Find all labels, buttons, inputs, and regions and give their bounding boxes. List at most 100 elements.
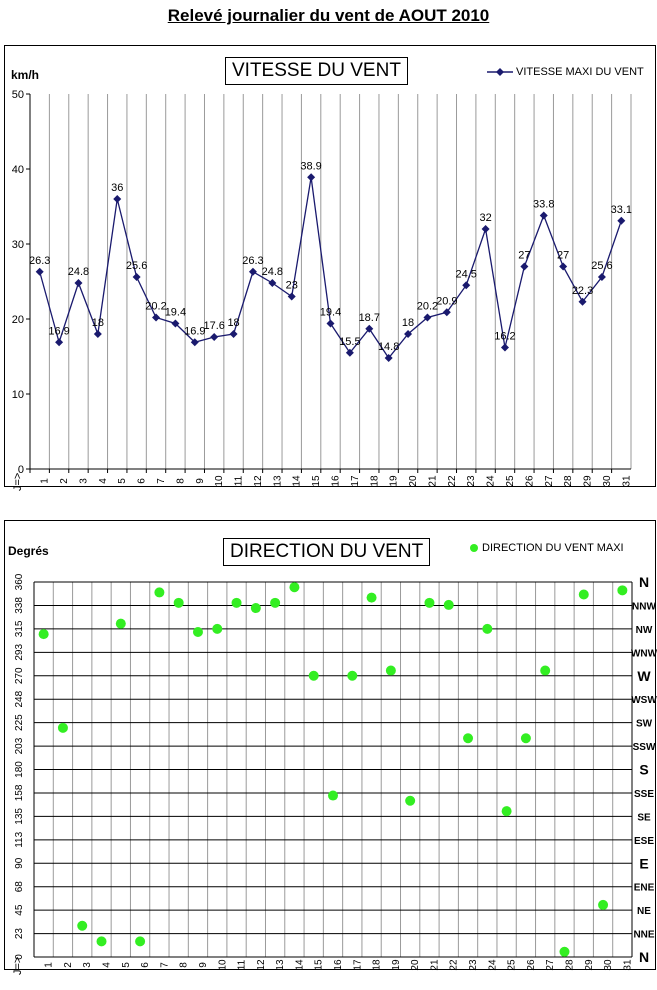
direction-compass-label: WNW [631,648,657,659]
speed-x-tick-label: 17 [350,475,361,487]
speed-x-tick-label: 14 [292,475,303,487]
speed-x-tick-label: 22 [447,475,458,487]
speed-x-tick-label: 21 [427,475,438,487]
speed-x-axis-label: J=> [12,473,24,491]
direction-compass-label: WSW [631,695,657,706]
speed-x-tick-label: 4 [98,478,109,484]
speed-legend-marker [487,68,513,76]
speed-data-label: 25.6 [126,260,147,272]
direction-x-axis-label: J=> [12,957,24,975]
speed-legend-label: VITESSE MAXI DU VENT [516,66,644,78]
direction-x-tick-label: 19 [391,959,402,971]
speed-data-label: 33.8 [533,199,554,211]
direction-compass-label: W [637,668,651,684]
page-title: Relevé journalier du vent de AOUT 2010 [167,6,490,25]
speed-x-tick-label: 1 [40,478,51,484]
speed-x-tick-label: 19 [389,475,400,487]
direction-data-point [366,592,377,603]
speed-data-point [520,262,529,271]
direction-legend: DIRECTION DU VENT MAXI [469,542,624,554]
direction-data-point [385,665,396,676]
direction-x-tick-label: 11 [237,959,248,970]
direction-data-point [212,623,223,634]
direction-x-tick-label: 2 [63,962,74,968]
speed-x-tick-label: 23 [466,475,477,487]
direction-compass-label: N [639,949,649,965]
direction-x-tick-label: 25 [507,959,518,971]
speed-data-label: 36 [111,182,123,194]
direction-x-tick-label: 5 [121,962,132,968]
direction-x-tick-label: 15 [314,959,325,971]
direction-x-tick-label: 13 [275,959,286,971]
speed-x-tick-label: 15 [311,475,322,487]
direction-x-tick-label: 12 [256,959,267,971]
direction-y-tick-label: 158 [14,784,25,801]
speed-x-tick-label: 18 [369,475,380,487]
speed-data-label: 20.2 [145,301,166,313]
speed-x-tick-label: 3 [78,478,89,484]
direction-x-tick-label: 6 [140,962,151,968]
direction-x-tick-label: 31 [622,959,633,971]
speed-data-point [404,330,413,338]
direction-data-point [347,670,358,681]
speed-x-tick-label: 7 [156,478,167,484]
direction-data-point [57,722,68,733]
speed-x-tick-label: 27 [544,475,555,487]
direction-compass-label: NNE [633,930,654,941]
direction-x-tick-label: 23 [468,959,479,971]
speed-data-point [481,225,490,233]
speed-x-tick-label: 2 [59,478,70,484]
speed-data-label: 16.9 [48,325,69,337]
direction-y-tick-label: 248 [14,690,25,707]
speed-data-label: 27 [518,250,530,262]
speed-data-point [307,173,316,182]
speed-data-label: 20.9 [436,295,457,307]
direction-compass-label: NE [637,906,651,917]
speed-data-point [190,338,199,347]
speed-data-label: 38.9 [300,160,321,172]
direction-data-point [96,936,107,947]
speed-data-label: 23 [286,280,298,292]
direction-data-point [173,597,184,608]
direction-data-point [598,899,609,910]
speed-data-point [384,354,393,362]
speed-data-label: 24.8 [68,266,89,278]
speed-data-label: 24.8 [262,266,283,278]
direction-y-tick-label: 293 [14,644,25,661]
speed-data-point [93,330,102,338]
speed-x-tick-label: 13 [272,475,283,487]
direction-compass-label: ESE [634,836,654,847]
direction-y-tick-label: 135 [14,808,25,825]
direction-compass-label: ENE [634,883,655,894]
direction-y-tick-label: 90 [14,857,25,869]
speed-x-tick-label: 6 [137,478,148,484]
direction-x-tick-label: 9 [198,962,209,968]
speed-x-tick-label: 12 [253,475,264,487]
direction-compass-label: SSW [633,742,656,753]
direction-x-tick-label: 29 [584,959,595,971]
speed-x-tick-label: 9 [195,478,206,484]
speed-data-point [74,279,83,287]
speed-data-label: 33.1 [611,204,632,216]
speed-y-tick-label: 40 [12,164,24,176]
direction-y-tick-label: 315 [14,620,25,637]
direction-compass-label: SE [637,812,651,823]
direction-y-tick-label: 0 [14,954,25,960]
direction-x-tick-label: 24 [487,959,498,971]
direction-x-tick-label: 27 [545,959,556,971]
speed-data-point [597,273,606,281]
speed-x-tick-label: 5 [117,478,128,484]
direction-y-tick-label: 270 [14,667,25,684]
direction-compass-label: N [639,574,649,590]
speed-data-point [345,348,354,357]
direction-y-tick-label: 113 [14,831,25,847]
speed-data-label: 32 [479,212,491,224]
direction-y-axis-label: Degrés [8,544,49,558]
direction-x-tick-label: 3 [82,962,93,968]
direction-x-tick-label: 30 [603,959,614,971]
speed-data-label: 16.2 [494,331,515,343]
direction-compass-label: NNW [632,601,656,612]
direction-chart-panel: DIRECTION DU VENT Degrés DIRECTION DU VE… [4,520,657,975]
